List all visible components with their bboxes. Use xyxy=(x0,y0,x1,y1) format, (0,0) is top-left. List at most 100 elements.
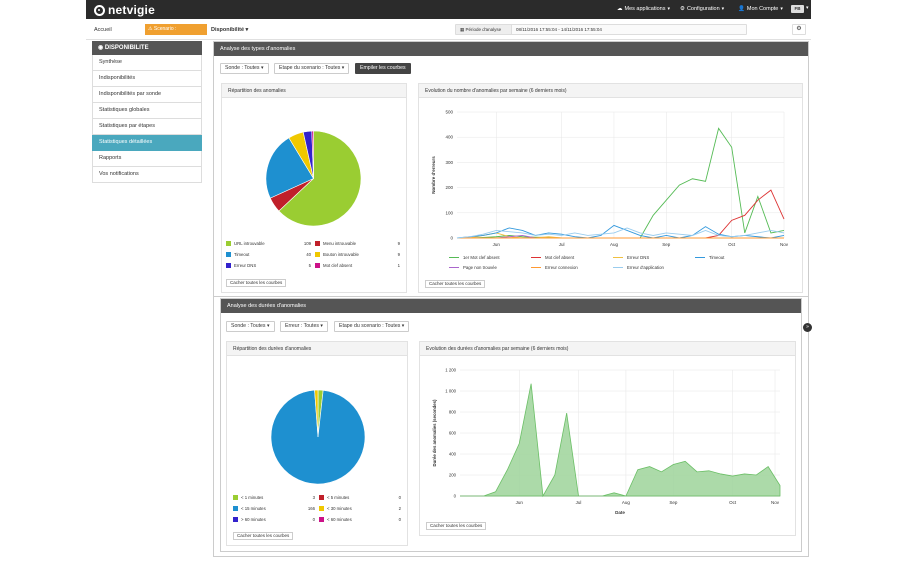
legend-label: Page non trouvée xyxy=(463,265,497,270)
legend-label: Timeout xyxy=(709,255,725,260)
x-tick-label: Sep xyxy=(662,242,671,247)
sidebar-header: ◉ DISPONIBILITE xyxy=(92,41,202,55)
breadcrumb-home[interactable]: Accueil xyxy=(94,27,112,33)
legend-label: Timeout xyxy=(234,252,250,257)
legend-item[interactable]: Timeout 40 xyxy=(226,252,311,257)
legend-swatch xyxy=(319,517,324,522)
line-legend-item[interactable]: Page non trouvée xyxy=(449,265,497,270)
legend-value: 3 xyxy=(312,495,315,500)
sidebar-item-indisponibilites[interactable]: Indisponibilités xyxy=(92,71,202,87)
dashboard-icon: ◉ xyxy=(98,45,104,51)
legend-label: Erreur DNS xyxy=(627,255,650,260)
scenario-selector[interactable]: ⚠ Scenario : xyxy=(145,24,207,35)
sidebar-item-rapports[interactable]: Rapports xyxy=(92,151,202,167)
legend-label: < 30 minutes xyxy=(327,506,352,511)
legend-item[interactable]: URL introuvable 109 xyxy=(226,241,311,246)
hide-curves-button[interactable]: Cacher toutes les courbes xyxy=(226,279,287,287)
sidebar-item-synthese[interactable]: Synthèse xyxy=(92,55,202,71)
side-toggle-button[interactable]: » xyxy=(803,323,812,332)
sidebar-item-notifications[interactable]: Vos notifications xyxy=(92,167,202,183)
legend-label: < 15 minutes xyxy=(241,506,266,511)
sidebar-item-statistiques-par-etapes[interactable]: Statistiques par étapes xyxy=(92,119,202,135)
caret-down-icon: ▾ xyxy=(721,6,725,12)
legend-item[interactable]: < 30 minutes 2 xyxy=(319,506,401,511)
y-axis-label: Nombre d'erreurs xyxy=(431,156,436,194)
pie-slice-2[interactable] xyxy=(271,390,365,484)
line-legend-item[interactable]: Erreur connexion xyxy=(531,265,578,270)
filter-etape-2[interactable]: Etape du scenario : Toutes ▾ xyxy=(334,321,410,332)
y-tick-label: 100 xyxy=(445,210,453,215)
filter-etape[interactable]: Etape du scenario : Toutes ▾ xyxy=(274,63,350,74)
settings-button[interactable]: ⚙ xyxy=(792,24,806,35)
user-badge[interactable]: FB xyxy=(791,5,804,13)
menu-applications[interactable]: ☁ Mes applications ▾ xyxy=(617,6,670,12)
y-tick-label: 400 xyxy=(445,135,453,140)
legend-swatch xyxy=(226,241,231,246)
series-line-0[interactable] xyxy=(457,127,785,239)
sidebar-item-indisponibilites-par-sonde[interactable]: Indisponibilités par sonde xyxy=(92,87,202,103)
legend-value: 9 xyxy=(397,252,400,257)
pie-slice-2[interactable] xyxy=(266,137,314,199)
sidebar: ◉ DISPONIBILITE Synthèse Indisponibilité… xyxy=(92,41,202,186)
line-legend-item[interactable]: Erreur d'application xyxy=(613,265,664,270)
legend-item[interactable]: > 60 minutes 0 xyxy=(233,517,315,522)
legend-item[interactable]: < 15 minutes 166 xyxy=(233,506,315,511)
x-axis-label: Date xyxy=(615,510,625,515)
y-tick-label: 0 xyxy=(454,494,457,499)
sidebar-item-statistiques-detaillees[interactable]: Statistiques détaillées xyxy=(92,135,202,151)
duration-area-series[interactable] xyxy=(460,383,781,498)
legend-value: 5 xyxy=(308,263,311,268)
legend-label: 1er Mot clef absent xyxy=(463,255,500,260)
filter-sonde-2[interactable]: Sonde : Toutes ▾ xyxy=(226,321,275,332)
caret-down-icon: ▾ xyxy=(320,323,323,329)
legend-label: Mot clef absent xyxy=(323,263,353,268)
x-tick-label: Jun xyxy=(516,500,524,505)
section-selector[interactable]: Disponibilité ▾ xyxy=(211,27,249,33)
legend-item[interactable]: Mot clef absent 1 xyxy=(315,263,400,268)
pie-slice-3[interactable] xyxy=(314,390,319,438)
x-tick-label: Jun xyxy=(493,242,501,247)
line-legend-item[interactable]: 1er Mot clef absent xyxy=(449,255,500,260)
sidebar-item-statistiques-globales[interactable]: Statistiques globales xyxy=(92,103,202,119)
anomaly-line-legend: 1er Mot clef absent Mot clef absent Erreur… xyxy=(449,255,799,275)
caret-down-icon: ▾ xyxy=(260,65,264,71)
legend-swatch xyxy=(226,263,231,268)
legend-item[interactable]: < 5 minutes 0 xyxy=(319,495,401,500)
durations-panel-title: Analyse des durées d'anomalies xyxy=(221,299,801,313)
legend-label: Erreur d'application xyxy=(627,265,664,270)
y-tick-label: 200 xyxy=(445,185,453,190)
cloud-icon: ☁ xyxy=(617,6,623,12)
series-line-6[interactable] xyxy=(456,227,785,239)
logo-icon xyxy=(94,4,105,16)
filter-erreur[interactable]: Erreur : Toutes ▾ xyxy=(280,321,328,332)
caret-down-icon: ▾ xyxy=(266,323,270,329)
menu-configuration[interactable]: ⚙ Configuration ▾ xyxy=(680,6,725,12)
caret-down-icon[interactable]: ▾ xyxy=(806,5,809,11)
legend-item[interactable]: < 1 minutes 3 xyxy=(233,495,315,500)
y-tick-label: 0 xyxy=(450,236,453,241)
filter-sonde[interactable]: Sonde : Toutes ▾ xyxy=(220,63,269,74)
hide-curves-button-4[interactable]: Cacher toutes les courbes xyxy=(426,522,487,530)
legend-item[interactable]: Menu introuvable 9 xyxy=(315,241,400,246)
pie-slice-0[interactable] xyxy=(278,131,361,226)
legend-label: > 60 minutes xyxy=(241,517,266,522)
line-legend-item[interactable]: Mot clef absent xyxy=(531,255,574,260)
line-legend-item[interactable]: Timeout xyxy=(695,255,724,260)
menu-account[interactable]: 👤 Mon Compte ▾ xyxy=(738,6,783,12)
legend-item[interactable]: < 60 minutes 0 xyxy=(319,517,401,522)
pie-slice-5[interactable] xyxy=(311,131,314,179)
legend-item[interactable]: Bouton introuvable 9 xyxy=(315,252,400,257)
gear-icon: ⚙ xyxy=(796,26,802,32)
hide-curves-button-3[interactable]: Cacher toutes les courbes xyxy=(233,532,294,540)
duration-pie-box: Répartition des durées d'anomalies < 1 m… xyxy=(226,341,408,546)
stack-curves-button[interactable]: Empiler les courbes xyxy=(355,63,411,74)
hide-curves-button-2[interactable]: Cacher toutes les courbes xyxy=(425,280,486,288)
line-legend-item[interactable]: Erreur DNS xyxy=(613,255,649,260)
legend-item[interactable]: Erreur DNS 5 xyxy=(226,263,311,268)
x-tick-label: Jul xyxy=(559,242,565,247)
anomaly-line-box: Evolution du nombre d'anomalies par sema… xyxy=(418,83,803,293)
netvigie-logo[interactable]: netvigie xyxy=(94,3,155,17)
period-picker[interactable]: ▦ Période d'analyse 08/11/2016 17:55:04 … xyxy=(455,24,747,35)
legend-label: URL introuvable xyxy=(234,241,265,246)
y-tick-label: 500 xyxy=(445,110,453,115)
